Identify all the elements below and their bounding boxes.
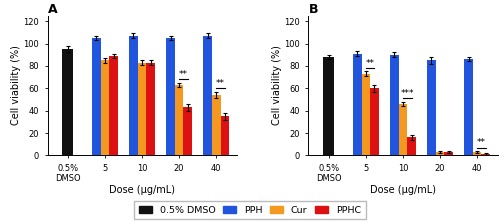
- X-axis label: Dose (μg/mL): Dose (μg/mL): [109, 184, 175, 194]
- Bar: [100, 60, 109, 155]
- Text: **: **: [477, 138, 486, 147]
- Bar: [427, 60, 436, 155]
- Bar: [146, 63, 155, 155]
- Bar: [436, 152, 444, 155]
- X-axis label: Dose (μg/mL): Dose (μg/mL): [370, 184, 436, 194]
- Bar: [175, 85, 184, 155]
- Bar: [390, 55, 398, 155]
- Bar: [444, 152, 453, 155]
- Bar: [212, 95, 220, 155]
- Bar: [204, 36, 212, 155]
- Text: **: **: [216, 79, 225, 88]
- Bar: [184, 107, 192, 155]
- Bar: [408, 137, 416, 155]
- Bar: [473, 152, 482, 155]
- Bar: [482, 154, 490, 155]
- Bar: [129, 36, 138, 155]
- Bar: [62, 49, 74, 155]
- Bar: [323, 57, 334, 155]
- Text: **: **: [179, 70, 188, 79]
- Text: B: B: [308, 2, 318, 16]
- Legend: 0.5% DMSO, PPH, Cur, PPHC: 0.5% DMSO, PPH, Cur, PPHC: [134, 201, 366, 220]
- Text: A: A: [48, 2, 57, 16]
- Text: ***: ***: [400, 89, 414, 98]
- Bar: [370, 88, 379, 155]
- Y-axis label: Cell viability (%): Cell viability (%): [272, 46, 281, 125]
- Bar: [398, 104, 407, 155]
- Text: **: **: [366, 59, 374, 67]
- Y-axis label: Cell viability (%): Cell viability (%): [10, 46, 20, 125]
- Bar: [220, 116, 229, 155]
- Bar: [138, 63, 146, 155]
- Bar: [362, 74, 370, 155]
- Bar: [166, 38, 175, 155]
- Bar: [92, 38, 100, 155]
- Bar: [109, 56, 118, 155]
- Bar: [353, 54, 362, 155]
- Bar: [464, 59, 473, 155]
